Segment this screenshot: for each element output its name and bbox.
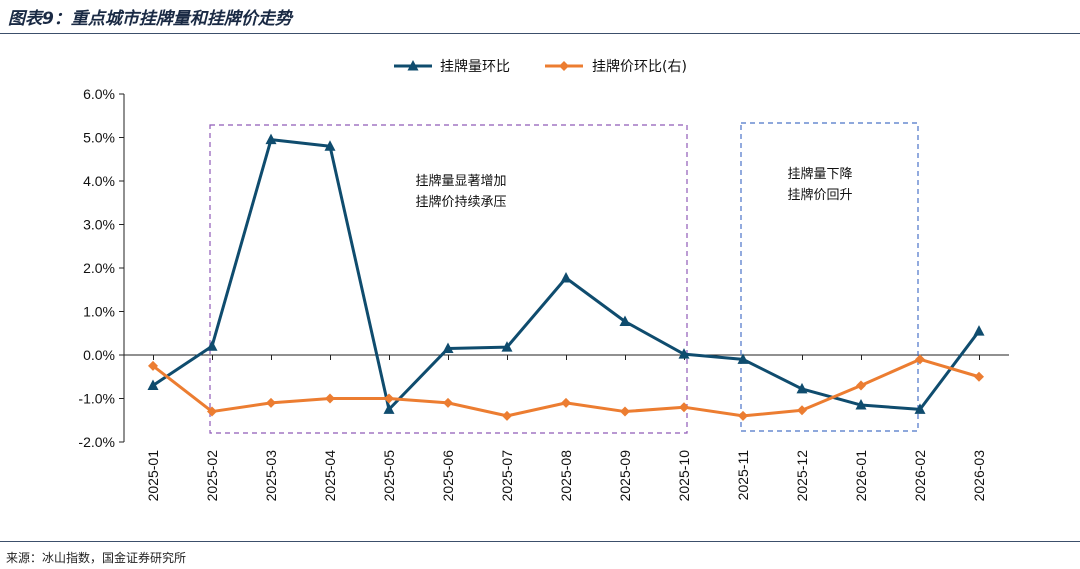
data-point: [619, 315, 631, 327]
data-point: [737, 353, 749, 364]
x-tick-label: 2025-09: [617, 450, 633, 502]
x-tick-label: 2025-05: [381, 450, 397, 502]
data-point: [915, 354, 925, 365]
x-tick-label: 2025-03: [263, 450, 279, 502]
annotation-label: 挂牌量显著增加: [415, 173, 506, 189]
data-point: [797, 405, 807, 416]
y-tick-label: 6.0%: [83, 86, 115, 102]
bottom-rule: [0, 541, 1080, 542]
chart: -2.0% -1.0% 0.0% 1.0% 2.0% 3.0% 4.0% 5.0% 6.0% 20…: [78, 58, 1009, 502]
x-tick-label: 2025-10: [676, 450, 692, 502]
data-point: [384, 393, 394, 404]
data-point: [207, 406, 217, 417]
x-tick-label: 2025-06: [440, 450, 456, 502]
annotation-box: [209, 124, 688, 434]
title-rule: [0, 33, 1080, 34]
data-point: [148, 360, 158, 371]
x-tick-label: 2025-07: [499, 450, 515, 502]
y-tick-label: 1.0%: [83, 304, 115, 320]
data-point: [206, 340, 218, 351]
x-tick-label: 2025-02: [204, 450, 220, 502]
data-point: [679, 402, 689, 413]
x-tick-label: 2025-11: [735, 450, 751, 501]
data-point: [678, 348, 690, 359]
data-point: [501, 341, 513, 352]
figure-title: 图表9：重点城市挂牌量和挂牌价走势: [8, 9, 292, 29]
data-point: [620, 406, 630, 417]
data-point: [974, 371, 984, 382]
y-tick-label: 4.0%: [83, 173, 115, 189]
data-point: [796, 382, 808, 394]
legend-marker: [559, 61, 569, 71]
y-tick-label: -2.0%: [78, 434, 115, 450]
data-point: [738, 410, 748, 421]
legend-label: 挂牌量环比: [440, 58, 510, 75]
y-tick-label: 5.0%: [83, 130, 115, 146]
data-point: [561, 397, 571, 408]
data-point: [856, 380, 866, 391]
data-point: [383, 403, 395, 414]
y-tick-label: 0.0%: [83, 347, 115, 363]
data-point: [560, 272, 572, 283]
data-point: [265, 133, 277, 145]
y-tick-label: 3.0%: [83, 217, 115, 233]
data-point: [855, 399, 867, 410]
source-note: 来源：冰山指数，国金证券研究所: [6, 551, 187, 565]
x-tick-label: 2025-08: [558, 450, 574, 502]
data-point: [502, 410, 512, 421]
annotation-label: 挂牌价持续承压: [415, 194, 506, 210]
x-tick-label: 2025-01: [145, 450, 161, 502]
legend-label: 挂牌价环比(右): [592, 58, 687, 75]
data-point: [324, 140, 336, 151]
data-point: [266, 397, 276, 408]
annotation-label: 挂牌量下降: [787, 166, 852, 182]
legend-marker: [407, 60, 419, 71]
data-point: [325, 393, 335, 404]
y-tick-label: -1.0%: [78, 391, 115, 407]
y-tick-label: 2.0%: [83, 260, 115, 276]
x-tick-label: 2025-12: [794, 450, 810, 502]
data-point: [914, 403, 926, 414]
annotation-label: 挂牌价回升: [787, 187, 852, 203]
data-point: [442, 342, 454, 353]
x-tick-label: 2025-04: [322, 450, 338, 502]
data-point: [973, 325, 985, 336]
data-point: [443, 397, 453, 408]
x-tick-label: 2026-02: [912, 450, 928, 502]
data-point: [147, 379, 159, 390]
x-tick-label: 2026-03: [971, 450, 987, 502]
x-tick-label: 2026-01: [853, 450, 869, 502]
